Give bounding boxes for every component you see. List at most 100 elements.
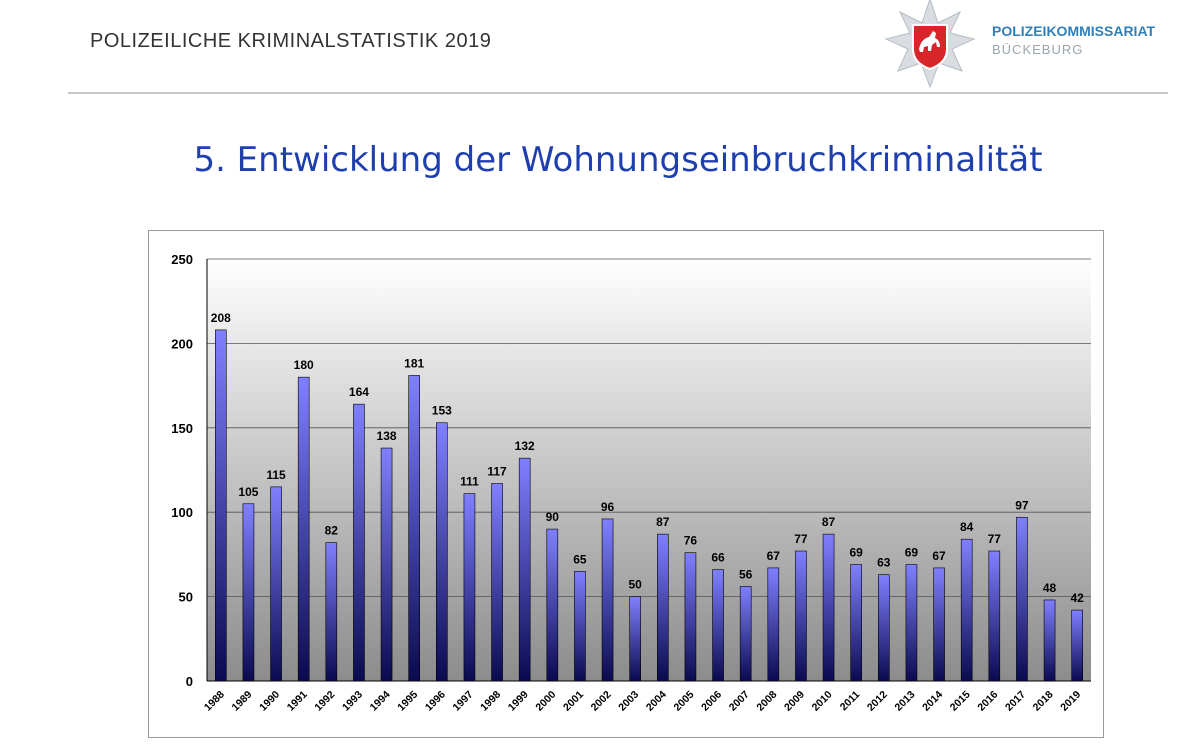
x-tick-label-2017: 2017 xyxy=(1003,689,1028,714)
bar-1994 xyxy=(380,447,393,682)
bar-2016 xyxy=(988,550,1001,682)
x-tick-label-2003: 2003 xyxy=(616,689,641,714)
data-label-2018: 48 xyxy=(1043,581,1057,595)
data-label-2014: 67 xyxy=(932,549,946,563)
police-star-icon xyxy=(884,0,976,89)
x-tick-label-2000: 2000 xyxy=(533,689,558,714)
x-tick-label-1998: 1998 xyxy=(478,689,503,714)
bar-2014 xyxy=(933,567,945,682)
data-label-2019: 42 xyxy=(1071,591,1085,605)
x-tick-label-1992: 1992 xyxy=(312,689,337,714)
data-label-2011: 69 xyxy=(850,546,864,560)
police-star-logo xyxy=(880,0,980,90)
bar-2015 xyxy=(960,538,973,682)
bar-2002 xyxy=(601,518,614,682)
bar-2007 xyxy=(739,586,752,682)
data-label-2002: 96 xyxy=(601,500,615,514)
data-label-1998: 117 xyxy=(487,465,507,479)
x-tick-label-2011: 2011 xyxy=(838,689,863,714)
y-tick-label: 150 xyxy=(171,421,193,436)
x-tick-label-1999: 1999 xyxy=(506,689,531,714)
x-tick-label-2006: 2006 xyxy=(699,689,724,714)
y-tick-label: 0 xyxy=(186,674,193,689)
x-tick-label-1994: 1994 xyxy=(368,689,393,714)
x-tick-label-2013: 2013 xyxy=(893,689,918,714)
header-divider xyxy=(68,92,1168,94)
x-tick-label-2012: 2012 xyxy=(865,689,890,714)
x-tick-label-1995: 1995 xyxy=(395,689,420,714)
data-label-2007: 56 xyxy=(739,567,753,581)
data-label-1992: 82 xyxy=(325,524,339,538)
bar-2000 xyxy=(546,528,559,682)
data-label-1988: 208 xyxy=(211,311,231,325)
data-label-1996: 153 xyxy=(432,404,452,418)
data-label-2006: 66 xyxy=(711,551,725,565)
x-tick-label-2001: 2001 xyxy=(561,689,586,714)
bar-1997 xyxy=(463,493,476,682)
bar-2017 xyxy=(1016,516,1028,682)
data-label-2005: 76 xyxy=(684,534,698,548)
bar-2008 xyxy=(767,567,780,682)
org-name: POLIZEIKOMMISSARIAT xyxy=(992,23,1156,39)
x-tick-label-2014: 2014 xyxy=(920,689,945,714)
x-tick-label-2010: 2010 xyxy=(810,689,835,714)
x-tick-label-2004: 2004 xyxy=(644,689,669,714)
x-tick-label-2007: 2007 xyxy=(727,689,752,714)
bar-chart: 0501001502002502081988105198911519901801… xyxy=(171,252,1091,714)
data-label-1989: 105 xyxy=(238,485,258,499)
chart-frame: 0 50 100 150 200 250 208 1988 105 1989 115 1990 180 1… xyxy=(148,230,1104,738)
data-label-1995: 181 xyxy=(404,356,424,370)
y-tick-label: 100 xyxy=(171,505,193,520)
data-label-2003: 50 xyxy=(629,578,643,592)
x-tick-label-1996: 1996 xyxy=(423,689,448,714)
x-tick-label-1989: 1989 xyxy=(230,689,255,714)
plot-area xyxy=(207,259,1091,681)
bar-2011 xyxy=(850,564,862,682)
bar-2019 xyxy=(1071,609,1083,682)
bar-2018 xyxy=(1043,599,1056,682)
x-tick-label-2018: 2018 xyxy=(1031,689,1056,714)
data-label-2008: 67 xyxy=(767,549,781,563)
bar-1991 xyxy=(297,376,310,682)
bar-1993 xyxy=(353,403,365,682)
bar-1999 xyxy=(518,457,531,682)
data-label-2013: 69 xyxy=(905,546,919,560)
x-tick-label-2019: 2019 xyxy=(1058,689,1083,714)
data-label-2001: 65 xyxy=(573,552,587,566)
bar-2004 xyxy=(657,533,669,682)
header-title: POLIZEILICHE KRIMINALSTATISTIK 2019 xyxy=(90,30,492,52)
data-label-1991: 180 xyxy=(294,358,314,372)
data-label-1999: 132 xyxy=(515,439,535,453)
bar-2003 xyxy=(629,596,641,682)
x-tick-label-2015: 2015 xyxy=(948,689,973,714)
x-tick-label-1993: 1993 xyxy=(340,689,365,714)
data-label-2000: 90 xyxy=(546,510,560,524)
x-tick-label-2009: 2009 xyxy=(782,689,807,714)
bar-1992 xyxy=(325,542,338,682)
data-label-2012: 63 xyxy=(877,556,891,570)
bar-1989 xyxy=(242,503,255,682)
bar-2009 xyxy=(795,550,807,682)
x-tick-label-2008: 2008 xyxy=(754,689,779,714)
data-label-2004: 87 xyxy=(656,515,670,529)
data-label-1994: 138 xyxy=(377,429,397,443)
x-tick-label-1991: 1991 xyxy=(285,689,310,714)
bar-2010 xyxy=(822,533,835,682)
data-label-2015: 84 xyxy=(960,520,974,534)
y-tick-label: 250 xyxy=(171,252,193,267)
x-tick-label-1988: 1988 xyxy=(202,689,227,714)
data-label-1997: 111 xyxy=(460,475,479,489)
x-tick-label-2002: 2002 xyxy=(589,689,614,714)
data-label-2010: 87 xyxy=(822,515,836,529)
data-label-2009: 77 xyxy=(794,532,808,546)
x-tick-label-1990: 1990 xyxy=(257,689,282,714)
bar-1996 xyxy=(436,422,448,682)
data-label-2017: 97 xyxy=(1015,498,1029,512)
bar-1998 xyxy=(491,483,503,682)
y-tick-label: 200 xyxy=(171,336,193,351)
x-tick-label-1997: 1997 xyxy=(451,689,476,714)
x-tick-label-2005: 2005 xyxy=(672,689,697,714)
org-city: BÜCKEBURG xyxy=(992,42,1084,57)
bar-1988 xyxy=(215,329,227,682)
bar-2012 xyxy=(878,574,890,682)
